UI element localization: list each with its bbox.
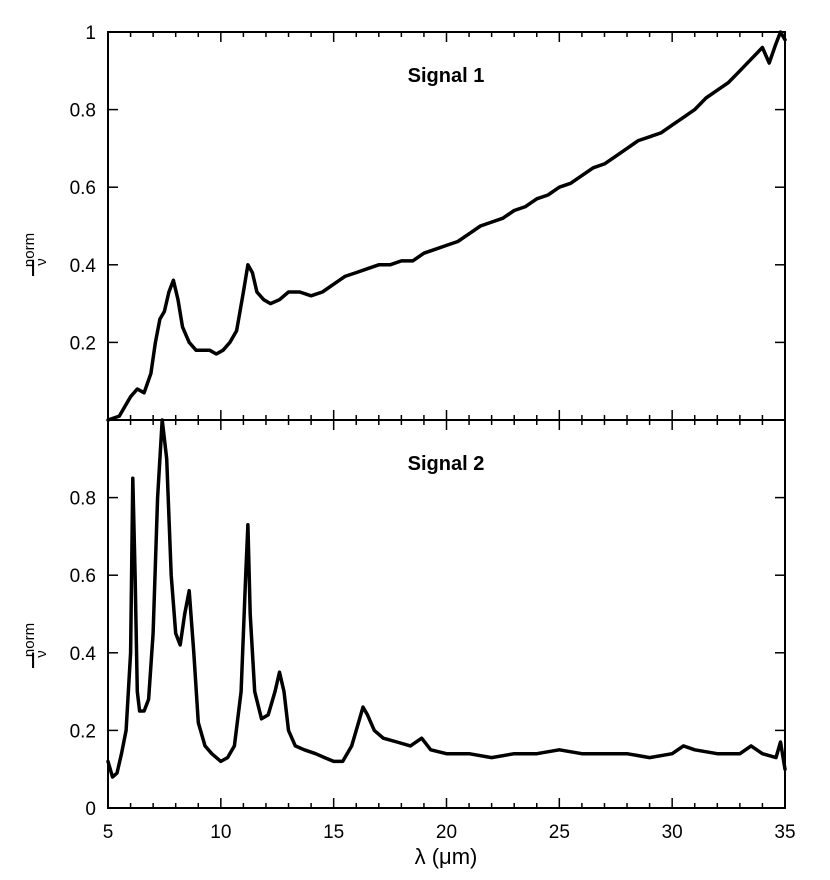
x-tick-label: 5	[103, 822, 114, 843]
y-label-main: I	[30, 648, 36, 673]
x-tick-label: 10	[210, 822, 231, 843]
y-tick-label: 0.8	[70, 489, 96, 510]
x-axis-tick-labels: 5 10 15 20 25 30 35	[103, 822, 796, 843]
x-axis-label: λ (μm)	[415, 844, 478, 869]
x-tick-label: 15	[323, 822, 344, 843]
y-tick-label: 0.6	[70, 178, 96, 199]
y-axis-ticks-signal-1	[108, 31, 785, 344]
series-line-signal-2	[106, 418, 787, 779]
y-tick-label: 1	[85, 23, 96, 44]
y-axis-label-signal-2: I norm ν	[21, 623, 50, 673]
y-tick-label: 0.4	[70, 256, 97, 277]
y-label-sup: norm	[21, 233, 38, 267]
panel-title-signal-2: Signal 2	[408, 453, 485, 475]
x-tick-label: 25	[549, 822, 570, 843]
x-axis-ticks	[107, 32, 786, 808]
panel-signal-2: 0 0.2 0.4 0.6 0.8 5 10 15 20 25 30 35 Signal 2 I n…	[21, 32, 796, 869]
y-tick-label: 0.2	[70, 333, 96, 354]
y-tick-label: 0.6	[70, 566, 96, 587]
y-label-sup: norm	[21, 623, 38, 657]
y-label-sub: ν	[33, 650, 50, 658]
x-tick-label: 35	[774, 822, 795, 843]
x-tick-label: 20	[436, 822, 457, 843]
y-label-sub: ν	[33, 258, 50, 266]
y-axis-tick-labels-signal-2: 0 0.2 0.4 0.6 0.8	[70, 489, 97, 820]
y-tick-label: 0.4	[70, 644, 97, 665]
y-label-main: I	[30, 256, 36, 281]
y-tick-label: 0.8	[70, 101, 96, 122]
y-axis-tick-labels-signal-1: 0.2 0.4 0.6 0.8 1	[70, 23, 97, 354]
x-tick-label: 30	[662, 822, 683, 843]
panel-title-signal-1: Signal 1	[408, 65, 485, 87]
y-tick-label: 0	[85, 799, 96, 820]
y-tick-label: 0.2	[70, 721, 96, 742]
series-line-signal-1	[106, 30, 787, 422]
y-axis-ticks-signal-2	[108, 496, 785, 809]
panel-signal-1: 0.2 0.4 0.6 0.8 1 Signal 1 I norm ν	[21, 23, 787, 422]
plot-frame-signal-1	[107, 31, 786, 421]
y-axis-label-signal-1: I norm ν	[21, 233, 50, 281]
